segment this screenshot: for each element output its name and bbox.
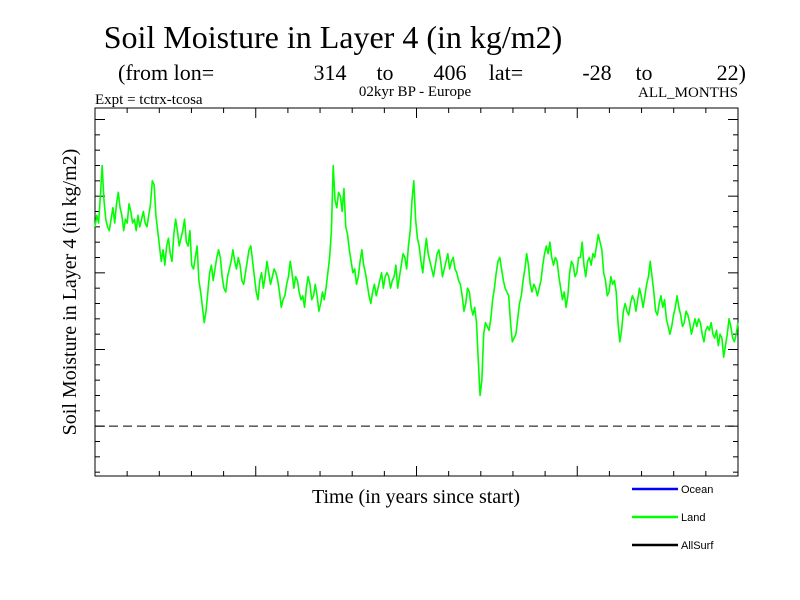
legend: Ocean Land AllSurf <box>632 484 714 552</box>
chart-title: Soil Moisture in Layer 4 (in kg/m2) <box>104 19 563 55</box>
y-axis-label: Soil Moisture in Layer 4 (in kg/m2) <box>59 149 81 436</box>
subtitle-to-2: to <box>635 60 652 85</box>
subtitle-lon-from: 314 <box>314 60 347 85</box>
expt-label: Expt = tctrx-tcosa <box>95 92 203 108</box>
months-label: ALL_MONTHS <box>638 85 738 101</box>
legend-label-allsurf: AllSurf <box>681 540 714 552</box>
subtitle-prefix: (from lon= <box>118 60 214 85</box>
subtitle-to-1: to <box>376 60 393 85</box>
subtitle-lat-to: 22) <box>717 60 746 85</box>
subtitle-lon-to: 406 <box>434 60 467 85</box>
period-label: 02kyr BP - Europe <box>359 84 472 100</box>
series-line-land <box>94 164 739 397</box>
x-axis-label: Time (in years since start) <box>312 486 520 508</box>
legend-label-ocean: Ocean <box>681 484 713 496</box>
subtitle-lat-label: lat= <box>489 60 523 85</box>
axis-ticks <box>95 108 738 476</box>
subtitle-lat-from: -28 <box>582 60 611 85</box>
legend-label-land: Land <box>681 512 705 524</box>
plot-frame <box>94 107 739 477</box>
